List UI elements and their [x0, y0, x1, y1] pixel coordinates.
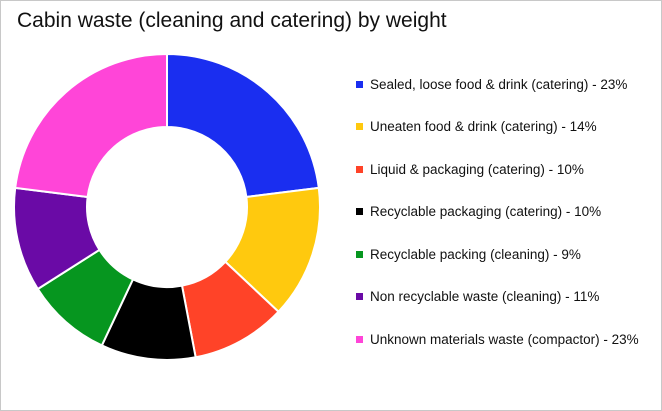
legend-item-3: Recyclable packaging (catering) - 10%: [356, 191, 656, 234]
legend-swatch: [356, 335, 363, 343]
chart-title: Cabin waste (cleaning and catering) by w…: [17, 9, 447, 32]
legend-item-4: Recyclable packing (cleaning) - 9%: [356, 233, 656, 276]
legend-item-2: Liquid & packaging (catering) - 10%: [356, 148, 656, 191]
legend-label: Liquid & packaging (catering) - 10%: [370, 161, 584, 177]
donut-chart: [13, 52, 321, 361]
legend-item-6: Unknown materials waste (compactor) - 23…: [356, 318, 656, 361]
legend-swatch: [356, 165, 363, 173]
legend-item-5: Non recyclable waste (cleaning) - 11%: [356, 276, 656, 319]
legend-label: Sealed, loose food & drink (catering) - …: [370, 76, 628, 92]
legend-swatch: [356, 123, 363, 131]
donut-slice-0: [166, 52, 320, 199]
legend-label: Unknown materials waste (compactor) - 23…: [370, 331, 639, 347]
legend-item-1: Uneaten food & drink (catering) - 14%: [356, 106, 656, 149]
legend-label: Uneaten food & drink (catering) - 14%: [370, 119, 597, 135]
legend: Sealed, loose food & drink (catering) - …: [356, 63, 656, 361]
donut-slice-6: [14, 52, 168, 199]
legend-swatch: [356, 80, 363, 88]
legend-swatch: [356, 208, 363, 216]
legend-label: Recyclable packing (cleaning) - 9%: [370, 246, 581, 262]
legend-item-0: Sealed, loose food & drink (catering) - …: [356, 63, 656, 106]
legend-swatch: [356, 250, 363, 258]
legend-swatch: [356, 293, 363, 301]
legend-label: Non recyclable waste (cleaning) - 11%: [370, 289, 600, 305]
legend-label: Recyclable packaging (catering) - 10%: [370, 204, 602, 220]
